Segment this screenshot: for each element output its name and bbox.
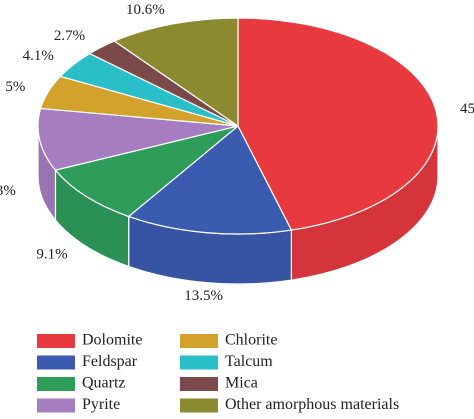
legend-swatch xyxy=(180,377,218,391)
data-label: 9.1% xyxy=(36,247,67,263)
data-label: 2.7% xyxy=(54,28,85,44)
legend-swatch xyxy=(180,334,218,348)
legend-swatch xyxy=(37,334,75,348)
legend-swatch xyxy=(180,355,218,370)
slice xyxy=(237,17,439,231)
data-label: 4.1% xyxy=(23,48,54,64)
slice xyxy=(127,125,293,235)
data-label: 9.3% xyxy=(0,183,16,199)
data-label: 45.7% xyxy=(460,101,474,117)
legend-label: Mica xyxy=(225,375,258,392)
legend-label: Other amorphous materials xyxy=(225,396,399,413)
slice xyxy=(54,125,239,218)
data-label: 5% xyxy=(5,79,25,95)
legend-label: Quartz xyxy=(82,375,126,392)
legend-swatch xyxy=(37,377,75,391)
legend-label: Dolomite xyxy=(82,332,142,349)
slice xyxy=(37,107,239,171)
legend-swatch xyxy=(37,398,75,413)
legend-label: Pyrite xyxy=(82,396,120,413)
legend-label: Chlorite xyxy=(225,332,277,349)
legend-label: Talcum xyxy=(225,353,273,370)
legend-label: Feldspar xyxy=(82,353,138,370)
legend-swatch xyxy=(180,398,218,413)
legend-swatch xyxy=(37,355,75,370)
slice xyxy=(113,17,239,128)
data-label: 13.5% xyxy=(184,288,223,304)
data-label: 10.6% xyxy=(126,2,165,18)
